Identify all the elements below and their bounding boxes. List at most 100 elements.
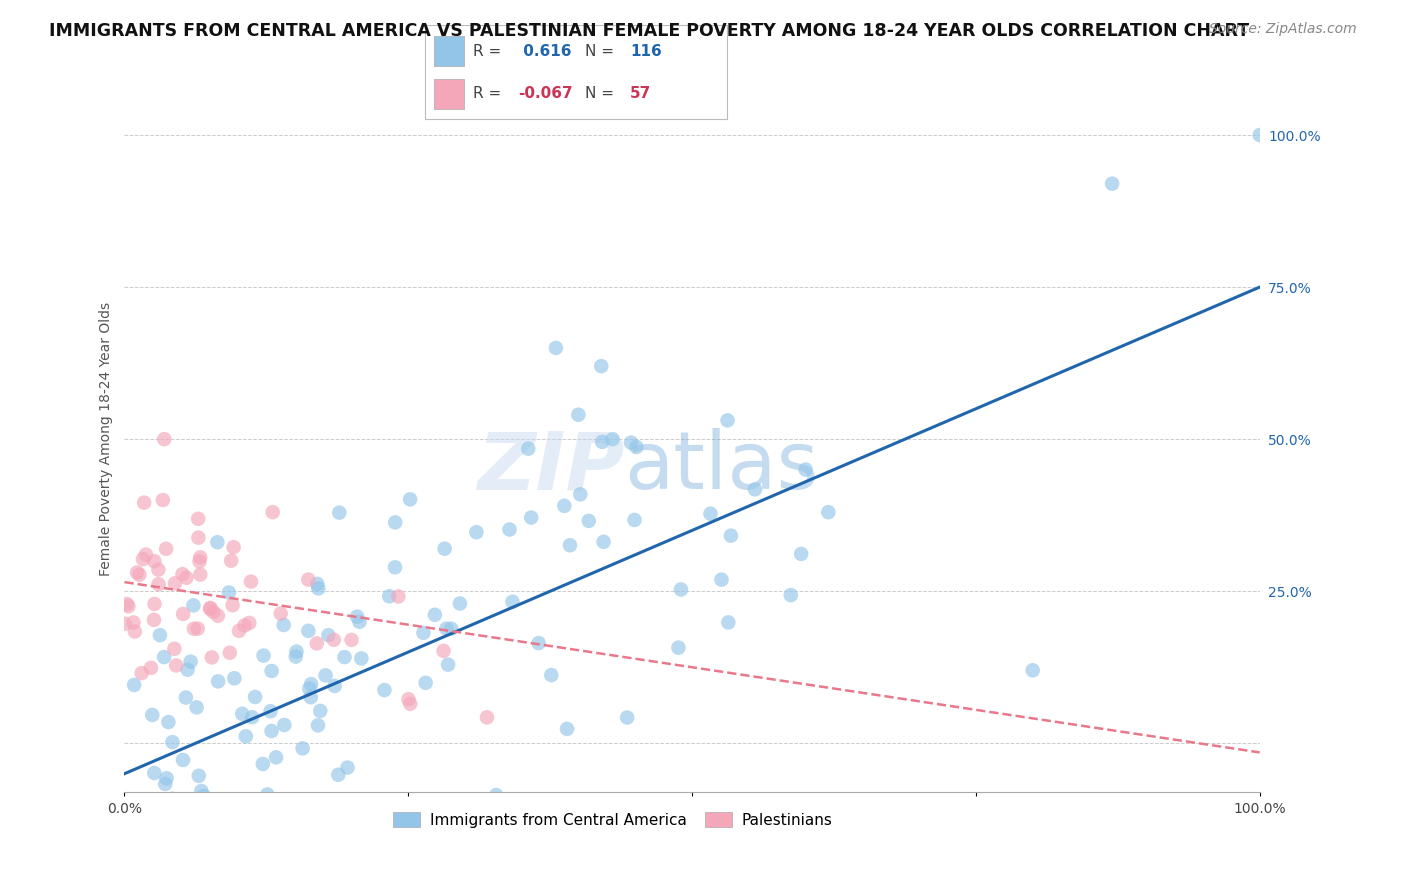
Point — [163, 576, 186, 591]
Point — [202, 605, 225, 619]
Point — [307, 577, 329, 591]
Point — [141, 708, 163, 723]
Point — [591, 359, 613, 374]
Point — [269, 809, 291, 823]
Point — [187, 622, 209, 636]
Point — [540, 668, 562, 682]
Point — [193, 789, 215, 803]
Text: R =: R = — [472, 44, 506, 59]
Text: atlas: atlas — [624, 428, 818, 507]
Point — [555, 722, 578, 736]
Point — [384, 560, 406, 574]
Point — [131, 666, 153, 681]
Point — [252, 756, 274, 771]
Point — [284, 809, 307, 823]
Point — [115, 597, 138, 611]
Text: -0.067: -0.067 — [519, 86, 574, 101]
Point — [323, 679, 346, 693]
Point — [188, 550, 211, 565]
Point — [252, 648, 274, 663]
Point — [485, 788, 508, 802]
Point — [779, 588, 801, 602]
Point — [148, 577, 170, 591]
Point — [328, 506, 350, 520]
Point — [669, 582, 692, 597]
Point — [716, 413, 738, 427]
Point — [172, 753, 194, 767]
Point — [668, 640, 690, 655]
Point — [172, 567, 194, 582]
Point — [240, 710, 263, 724]
Text: 116: 116 — [630, 44, 662, 59]
Point — [186, 700, 208, 714]
Text: 0.616: 0.616 — [519, 44, 572, 59]
Point — [291, 741, 314, 756]
Point — [710, 573, 733, 587]
Point — [1021, 663, 1043, 677]
Point — [143, 597, 166, 611]
Point — [307, 718, 329, 732]
Point — [315, 668, 337, 682]
Point — [208, 809, 231, 823]
Point — [1101, 177, 1123, 191]
Point — [233, 618, 256, 632]
Point — [520, 510, 543, 524]
Point — [122, 615, 145, 630]
Point — [384, 516, 406, 530]
Point — [264, 750, 287, 764]
Point — [155, 777, 177, 791]
Point — [387, 590, 409, 604]
Point — [592, 534, 614, 549]
Point — [228, 624, 250, 638]
Point — [285, 644, 308, 658]
Point — [128, 567, 150, 582]
Point — [273, 618, 295, 632]
Point — [620, 435, 643, 450]
Point — [187, 769, 209, 783]
Point — [318, 628, 340, 642]
Point — [502, 595, 524, 609]
Point — [181, 809, 204, 823]
Point — [256, 788, 278, 802]
Point — [174, 690, 197, 705]
Point — [399, 697, 422, 711]
Point — [190, 809, 212, 823]
Point — [432, 644, 454, 658]
Point — [219, 554, 242, 568]
Point — [350, 651, 373, 665]
Point — [305, 636, 328, 650]
Point — [172, 607, 194, 621]
Point — [231, 706, 253, 721]
Point — [340, 632, 363, 647]
Point — [817, 505, 839, 519]
Point — [218, 646, 240, 660]
Point — [165, 658, 187, 673]
Point — [262, 505, 284, 519]
Point — [398, 692, 420, 706]
Point — [475, 710, 498, 724]
Point — [591, 434, 613, 449]
Point — [558, 538, 581, 552]
Point — [155, 541, 177, 556]
Point — [149, 628, 172, 642]
Point — [449, 597, 471, 611]
Point — [198, 602, 221, 616]
Point — [132, 552, 155, 566]
Point — [329, 803, 352, 817]
Point — [498, 523, 520, 537]
Point — [176, 663, 198, 677]
Point — [349, 615, 371, 629]
Point — [399, 492, 422, 507]
Point — [176, 571, 198, 585]
Point — [207, 608, 229, 623]
Point — [243, 690, 266, 704]
Point — [148, 563, 170, 577]
Point — [162, 735, 184, 749]
Point — [436, 622, 458, 636]
Point — [569, 487, 592, 501]
Point — [373, 683, 395, 698]
Point — [297, 624, 319, 638]
Point — [250, 803, 273, 817]
Point — [183, 599, 205, 613]
Point — [346, 609, 368, 624]
